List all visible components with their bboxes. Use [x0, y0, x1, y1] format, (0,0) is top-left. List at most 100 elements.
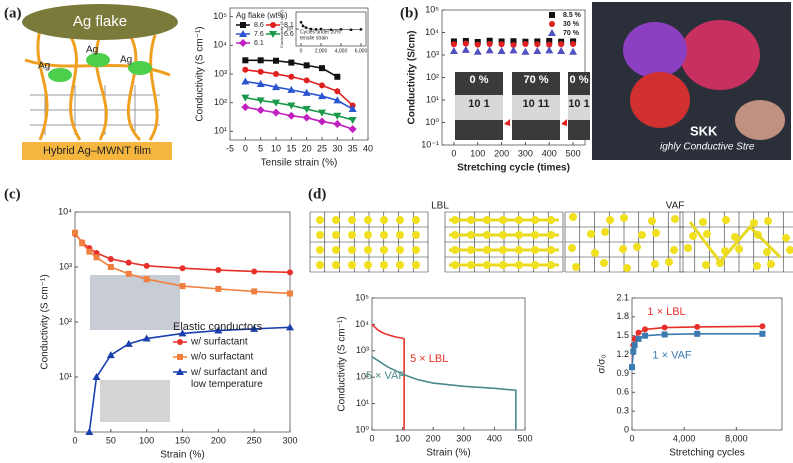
- y-tick-label: 10¹: [59, 371, 72, 381]
- x-tick-label: 50: [106, 435, 116, 445]
- marker: [314, 28, 318, 31]
- marker: [521, 47, 530, 55]
- legend-marker: [240, 22, 246, 28]
- marker: [474, 41, 481, 48]
- marker: [509, 46, 518, 54]
- legend-label: 8.5 %: [563, 12, 582, 19]
- y-axis-label: Conductivity (S cm⁻¹): [337, 316, 348, 411]
- marker: [510, 41, 517, 48]
- particle: [572, 263, 580, 271]
- particle: [547, 261, 555, 269]
- particle: [763, 248, 771, 256]
- marker: [272, 108, 280, 117]
- particle: [316, 231, 324, 239]
- ruler: [455, 95, 503, 120]
- particle: [531, 261, 539, 269]
- marker: [348, 116, 357, 124]
- ruler: [512, 95, 560, 120]
- particle: [601, 228, 609, 236]
- particle: [483, 231, 491, 239]
- marker: [287, 111, 296, 120]
- particle: [670, 246, 678, 254]
- diagram-a: Ag flake Ag Ag Ag Hybrid Ag–MWNT film: [22, 4, 178, 160]
- particle: [623, 264, 631, 272]
- y-tick-label: 0.9: [616, 368, 629, 378]
- y-tick-label: 10⁵: [213, 11, 227, 21]
- y-tick-label: 2.1: [616, 292, 629, 302]
- particle: [587, 230, 595, 238]
- marker: [301, 24, 305, 28]
- x-tick-label: 40: [363, 143, 373, 153]
- panel-label: (a): [4, 5, 22, 21]
- marker: [333, 112, 342, 120]
- marker: [179, 265, 186, 272]
- marker: [642, 326, 649, 333]
- particle: [782, 234, 790, 242]
- x-tick-label: 4,000: [673, 433, 696, 443]
- diagram-caption: Hybrid Ag–MWNT film: [43, 145, 151, 157]
- marker: [462, 40, 469, 47]
- particle: [348, 261, 356, 269]
- particle: [731, 233, 739, 241]
- legend-label: 5 × VAF: [366, 370, 406, 382]
- y-tick-label: 10³: [356, 345, 369, 355]
- y-axis-label: Conductivity (S cm⁻¹): [195, 26, 206, 121]
- marker: [302, 106, 311, 114]
- particle: [451, 246, 459, 254]
- particle: [547, 231, 555, 239]
- particle: [467, 261, 475, 269]
- particle: [633, 243, 641, 251]
- marker: [642, 332, 649, 339]
- marker: [759, 330, 766, 337]
- strain-label: 0 %: [570, 74, 589, 86]
- particle: [547, 246, 555, 254]
- marker: [215, 285, 222, 292]
- marker: [272, 99, 280, 107]
- series-line: [371, 323, 405, 430]
- marker: [485, 46, 494, 54]
- marker: [286, 323, 294, 331]
- legend-label: w/o surfactant: [190, 352, 253, 363]
- marker: [309, 27, 313, 31]
- photo-logo: SKK: [690, 123, 718, 138]
- x-tick-label: 8,000: [725, 433, 748, 443]
- marker: [107, 264, 114, 270]
- plot-frame: [371, 297, 526, 431]
- particle: [764, 217, 772, 225]
- particle: [483, 261, 491, 269]
- x-tick-label: 500: [566, 148, 581, 158]
- marker: [319, 65, 325, 72]
- legend-label: w/ surfactant: [190, 337, 248, 348]
- marker: [558, 41, 565, 48]
- series-line: [371, 355, 517, 430]
- ruler-label: 10 1: [568, 98, 589, 110]
- marker: [461, 45, 470, 53]
- marker: [631, 342, 638, 349]
- y-tick-label: 10⁴: [425, 27, 439, 37]
- marker: [557, 47, 566, 55]
- y-axis-label: σ/σ₀: [597, 354, 608, 373]
- y-tick-label: 10¹: [214, 126, 227, 136]
- particle: [364, 261, 372, 269]
- marker: [318, 92, 326, 100]
- marker: [242, 66, 249, 73]
- legend-marker: [176, 368, 184, 375]
- x-tick-label: 6,000: [355, 48, 368, 54]
- x-tick-label: 0: [72, 435, 77, 445]
- legend-label: 6.1: [254, 40, 264, 47]
- particle: [332, 216, 340, 224]
- panel-label: (c): [4, 186, 21, 202]
- marker: [304, 26, 308, 29]
- particle: [703, 230, 711, 238]
- legend-marker: [270, 22, 276, 28]
- marker: [287, 290, 293, 297]
- particle: [483, 246, 491, 254]
- marker: [333, 96, 342, 104]
- y-tick-label: 10⁰: [425, 117, 439, 127]
- x-tick-label: 400: [542, 148, 557, 158]
- marker: [142, 334, 151, 342]
- marker: [250, 324, 259, 332]
- x-tick-label: 200: [211, 435, 226, 445]
- particle: [702, 261, 710, 269]
